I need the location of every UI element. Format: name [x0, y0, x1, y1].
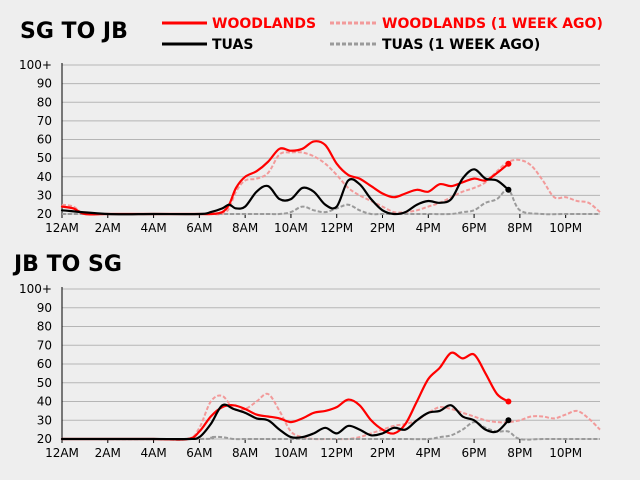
- legend: WOODLANDS WOODLANDS (1 WEEK AGO) TUAS TU…: [162, 16, 603, 53]
- legend-label-tuas-week-ago: TUAS (1 WEEK AGO): [382, 37, 540, 53]
- x-tick-label: 4PM: [416, 221, 441, 235]
- series-end-marker: [505, 160, 512, 167]
- y-tick-label: 50: [37, 151, 52, 165]
- y-tick-label: 80: [37, 320, 52, 334]
- x-tick-label: 6AM: [186, 446, 212, 460]
- x-tick-label: 8PM: [507, 221, 532, 235]
- x-tick-label: 2PM: [370, 221, 395, 235]
- x-tick-label: 8AM: [232, 446, 258, 460]
- series-line-woodlands-1-week-ago: [62, 392, 601, 441]
- y-tick-label: 20: [37, 207, 52, 221]
- x-tick-label: 4AM: [140, 446, 166, 460]
- legend-label-woodlands: WOODLANDS: [212, 16, 316, 32]
- y-tick-label: 100+: [19, 282, 52, 296]
- chart-title-sg-to-jb: SG TO JB: [20, 19, 128, 44]
- chart-title-jb-to-sg: JB TO SG: [12, 252, 122, 277]
- x-tick-label: 2PM: [370, 446, 395, 460]
- series-end-marker: [505, 417, 512, 424]
- x-tick-label: 2AM: [95, 446, 121, 460]
- y-tick-label: 30: [37, 413, 52, 427]
- legend-label-woodlands-week-ago: WOODLANDS (1 WEEK AGO): [382, 16, 603, 32]
- y-tick-label: 30: [37, 188, 52, 202]
- y-tick-label: 20: [37, 432, 52, 446]
- x-tick-label: 10PM: [549, 221, 582, 235]
- y-tick-label: 70: [37, 114, 52, 128]
- series-line-tuas: [60, 168, 510, 216]
- series-line-woodlands: [60, 351, 510, 441]
- series-end-marker: [505, 186, 512, 193]
- series-line-tuas: [60, 403, 510, 441]
- series-line-tuas-1-week-ago: [61, 421, 600, 441]
- x-tick-label: 12PM: [320, 221, 353, 235]
- x-tick-label: 8AM: [232, 221, 258, 235]
- x-tick-label: 10PM: [549, 446, 582, 460]
- y-tick-label: 60: [37, 133, 52, 147]
- x-tick-label: 4PM: [416, 446, 441, 460]
- y-tick-label: 40: [37, 395, 52, 409]
- series-line-tuas-1-week-ago: [62, 188, 600, 216]
- x-tick-label: 10AM: [274, 446, 308, 460]
- y-tick-label: 70: [37, 338, 52, 352]
- x-tick-label: 6PM: [461, 221, 486, 235]
- series-end-marker: [505, 398, 512, 405]
- y-tick-label: 40: [37, 170, 52, 184]
- y-tick-label: 60: [37, 357, 52, 371]
- y-tick-label: 90: [37, 301, 52, 315]
- y-tick-label: 50: [37, 376, 52, 390]
- x-tick-label: 6PM: [461, 446, 486, 460]
- y-tick-label: 90: [37, 77, 52, 91]
- y-tick-label: 100+: [19, 58, 52, 72]
- legend-label-tuas: TUAS: [212, 37, 253, 53]
- x-tick-label: 6AM: [186, 221, 212, 235]
- series-line-woodlands-1-week-ago: [61, 151, 601, 216]
- x-tick-label: 2AM: [95, 221, 121, 235]
- x-tick-label: 12PM: [320, 446, 353, 460]
- y-tick-label: 80: [37, 95, 52, 109]
- x-tick-label: 4AM: [140, 221, 166, 235]
- x-tick-label: 12AM: [45, 221, 79, 235]
- x-tick-label: 8PM: [507, 446, 532, 460]
- x-tick-label: 12AM: [45, 446, 79, 460]
- x-tick-label: 10AM: [274, 221, 308, 235]
